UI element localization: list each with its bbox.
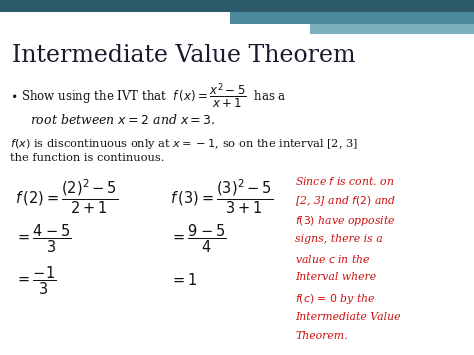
Text: Since $f$ is cont. on: Since $f$ is cont. on — [295, 175, 394, 187]
Text: Intermediate Value: Intermediate Value — [295, 311, 401, 322]
Text: [2, 3] and $f(2)$ and: [2, 3] and $f(2)$ and — [295, 195, 396, 208]
Bar — [230, 12, 474, 24]
Text: $f\,(3)=\dfrac{(3)^2-5}{3+1}$: $f\,(3)=\dfrac{(3)^2-5}{3+1}$ — [170, 178, 273, 216]
Bar — [0, 0, 474, 12]
Text: $=\dfrac{9-5}{4}$: $=\dfrac{9-5}{4}$ — [170, 222, 227, 255]
Text: Theorem.: Theorem. — [295, 331, 347, 341]
Text: $f\,(2)=\dfrac{(2)^2-5}{2+1}$: $f\,(2)=\dfrac{(2)^2-5}{2+1}$ — [15, 178, 118, 216]
Text: value $c$ in the: value $c$ in the — [295, 253, 371, 265]
Text: Intermediate Value Theorem: Intermediate Value Theorem — [12, 44, 356, 67]
Text: root between $x = 2$ and $x = 3$.: root between $x = 2$ and $x = 3$. — [30, 113, 216, 127]
Text: $= 1$: $= 1$ — [170, 272, 198, 288]
Text: $f(x)$ is discontinuous only at $x = -1$, so on the interval [2, 3]: $f(x)$ is discontinuous only at $x = -1$… — [10, 137, 358, 151]
Text: $f(c)$ = $0$ by the: $f(c)$ = $0$ by the — [295, 292, 375, 306]
Text: $=\dfrac{-1}{3}$: $=\dfrac{-1}{3}$ — [15, 264, 56, 296]
Text: signs, there is a: signs, there is a — [295, 234, 383, 244]
Text: Interval where: Interval where — [295, 273, 376, 283]
Bar — [310, 24, 474, 34]
Text: $=\dfrac{4-5}{3}$: $=\dfrac{4-5}{3}$ — [15, 222, 72, 255]
Text: the function is continuous.: the function is continuous. — [10, 153, 164, 163]
Text: $\bullet$ Show using the IVT that  $f\,(x)=\dfrac{x^2-5}{x+1}$  has a: $\bullet$ Show using the IVT that $f\,(x… — [10, 82, 286, 111]
Text: $f(3)$ have opposite: $f(3)$ have opposite — [295, 214, 396, 228]
